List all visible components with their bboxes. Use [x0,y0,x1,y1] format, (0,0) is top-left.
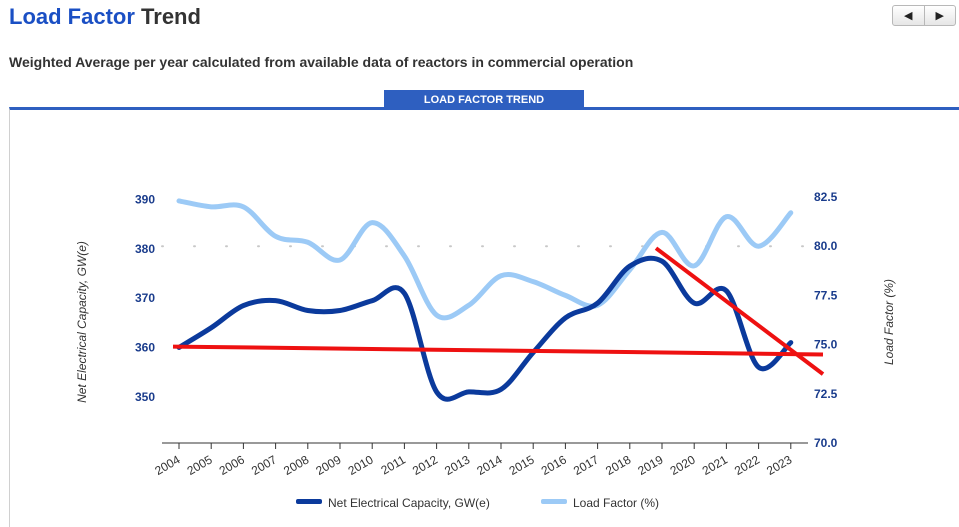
triangle-right-icon: ▶ [935,10,944,22]
page-title: Load Factor Trend [9,4,201,30]
legend-label-capacity: Net Electrical Capacity, GW(e) [328,496,490,510]
x-tick-label: 2018 [603,452,633,478]
next-button[interactable]: ▶ [923,6,956,25]
x-tick-label: 2020 [668,452,698,478]
previous-button[interactable]: ◀ [893,6,924,25]
x-tick-label: 2013 [442,452,472,478]
legend-swatch-capacity [296,499,322,504]
x-tick-label: 2010 [346,452,376,478]
x-tick-label: 2006 [217,452,247,478]
left-axis-ticks: 350 360 370 380 390 [135,193,155,404]
x-tick-label: 2011 [379,452,409,477]
trend-line-2 [654,246,825,376]
x-tick-label: 2009 [313,452,343,478]
legend-item-capacity[interactable]: Net Electrical Capacity, GW(e) [296,496,490,510]
left-tick-label: 360 [135,341,155,355]
x-tick-label: 2016 [539,452,569,478]
right-tick-label: 77.5 [814,288,838,302]
right-tick-label: 75.0 [814,338,838,352]
tab-load-factor-trend[interactable]: LOAD FACTOR TREND [384,90,584,109]
chart-pager: ◀ ▶ [892,5,956,26]
series-line-capacity [176,255,794,402]
legend-label-load-factor: Load Factor (%) [573,496,659,510]
series-lines [176,198,794,402]
x-tick-label: 2014 [474,452,504,478]
x-tick-label: 2021 [700,452,730,478]
x-tick-label: 2012 [410,452,440,478]
left-axis-label: Net Electrical Capacity, GW(e) [75,241,89,403]
left-tick-label: 380 [135,242,155,256]
trend-annotations [172,246,825,376]
right-tick-label: 70.0 [814,436,838,450]
left-tick-label: 350 [135,390,155,404]
x-tick-label: 2015 [507,452,537,478]
x-axis-ticks: 2004 2005 2006 2007 2008 2009 2010 2011 2012 2013… [152,443,795,478]
legend: Net Electrical Capacity, GW(e) Load Fact… [296,496,659,510]
right-tick-label: 82.5 [814,190,838,204]
right-axis-ticks: 70.0 72.5 75.0 77.5 80.0 82.5 [814,190,838,450]
x-tick-label: 2022 [732,452,762,478]
x-tick-label: 2017 [571,452,601,478]
legend-item-load-factor[interactable]: Load Factor (%) [541,496,659,510]
x-tick-label: 2004 [152,452,182,478]
page-subtitle: Weighted Average per year calculated fro… [9,54,634,70]
x-tick-label: 2005 [185,452,215,478]
legend-swatch-load-factor [541,499,567,504]
x-tick-label: 2008 [281,452,311,478]
page-title-accent: Load Factor [9,4,135,29]
right-tick-label: 80.0 [814,239,838,253]
x-tick-label: 2007 [249,452,279,478]
x-tick-label: 2023 [764,452,794,478]
right-tick-label: 72.5 [814,387,838,401]
x-tick-label: 2019 [635,452,665,478]
left-tick-label: 390 [135,193,155,207]
triangle-left-icon: ◀ [904,10,913,22]
right-axis-label: Load Factor (%) [882,279,896,365]
trend-line-1 [172,344,824,357]
series-line-load-factor [176,198,794,321]
page-title-rest: Trend [141,4,201,29]
left-tick-label: 370 [135,291,155,305]
